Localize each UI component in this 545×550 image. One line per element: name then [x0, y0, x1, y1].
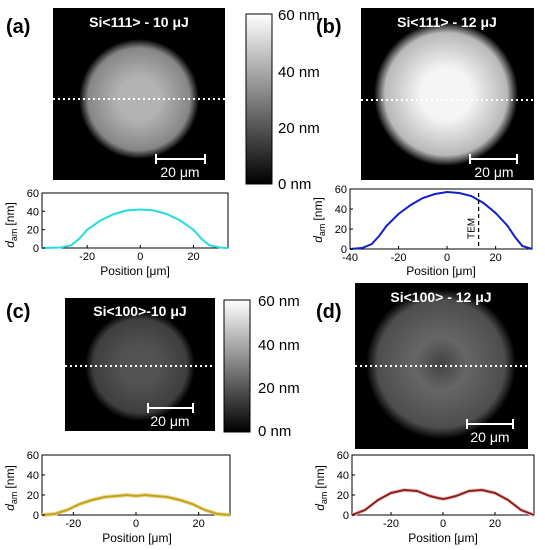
plot-a-xtick-label: 20	[187, 251, 199, 263]
plot-a-ylabel: dam [nm]	[3, 202, 19, 248]
plot-c-xlabel: Position [μm]	[102, 531, 172, 545]
plot-d-ytick-label: 20	[337, 490, 349, 502]
plot-c-ytick-label: 0	[33, 510, 39, 522]
plot-c-ylabel: dam [nm]	[3, 465, 19, 511]
plot-d-xtick-label: 0	[440, 518, 446, 530]
plot-d-xlabel: Position [μm]	[408, 531, 478, 545]
plot-d-ylabel-main: d	[313, 504, 327, 511]
plot-b-series-line	[349, 190, 533, 250]
panel-label-d: (d)	[316, 301, 342, 323]
plot-b-ylabel-unit: [nm]	[311, 197, 325, 220]
plot-b-xtick-label: -40	[342, 252, 358, 264]
plot-c-frame	[41, 454, 231, 516]
plot-a-series-line	[41, 208, 229, 249]
plot-b: TEM -40 -20 0 20 0 20 40 60 Position [μm] dam [n…	[311, 184, 533, 278]
plot-a-ytick-label: 0	[33, 243, 39, 255]
colorbar-bottom-tick-0: 0 nm	[258, 423, 291, 440]
plot-c-ylabel-main: d	[3, 504, 17, 511]
colorbar-bottom-tick-20: 20 nm	[258, 380, 300, 397]
image-d-spot	[366, 289, 516, 439]
plot-c-xtick-label: 20	[193, 518, 205, 530]
colorbar-top-tick-40: 40 nm	[278, 64, 320, 81]
scale-bar-b-label: 20 μm	[474, 164, 513, 180]
plot-d-ytick-label: 60	[337, 450, 349, 462]
plot-d-series-line	[351, 488, 535, 516]
plot-b-xtick-label: 0	[444, 252, 450, 264]
plot-b-ytick-label: 0	[341, 244, 347, 256]
panel-a: (a) Si<111> - 10 μJ 20 μm -20 0 20 0 20 40 60 …	[3, 8, 229, 278]
plot-b-ytick-label: 40	[335, 204, 347, 216]
plot-d-frame	[351, 454, 535, 516]
scale-bar-c-label: 20 μm	[150, 413, 189, 429]
plot-d-ylabel-unit: [nm]	[313, 465, 327, 488]
plot-c-ylabel-sub: am	[9, 492, 19, 505]
plot-b-ytick-label: 60	[335, 184, 347, 196]
plot-c-ytick-label: 40	[27, 470, 39, 482]
plot-c-ylabel-unit: [nm]	[3, 465, 17, 488]
plot-b-xlabel: Position [μm]	[406, 264, 476, 278]
plot-b-ylabel-main: d	[311, 236, 325, 243]
image-d-title: Si<100> - 12 μJ	[390, 289, 491, 305]
plot-b-xtick-label: -20	[391, 252, 407, 264]
plot-b-tem-label: TEM	[467, 218, 478, 239]
colorbar-bottom-gradient	[223, 299, 251, 433]
scale-bar-a-label: 20 μm	[160, 164, 199, 180]
plot-c: -20 0 20 0 20 40 60 Position [μm] dam [nm]	[3, 450, 231, 545]
image-c-title: Si<100>-10 μJ	[93, 303, 186, 319]
panel-d: (d) Si<100> - 12 μJ 20 μm -20 0 20 0 20 40 60 …	[313, 283, 535, 545]
plot-d: -20 0 20 0 20 40 60 Position [μm] dam [nm]	[313, 450, 535, 545]
plot-c-xtick-label: -20	[65, 518, 81, 530]
colorbar-bottom-tick-40: 40 nm	[258, 337, 300, 354]
colorbar-top-gradient	[245, 13, 273, 185]
image-b-spot	[374, 22, 518, 166]
panel-label-a: (a)	[6, 16, 30, 38]
plot-c-ytick-label: 60	[27, 450, 39, 462]
plot-d-ylabel: dam [nm]	[313, 465, 329, 511]
plot-a-xlabel: Position [μm]	[100, 264, 170, 278]
plot-c-error-band	[42, 493, 230, 517]
plot-a-xtick-label: -20	[79, 251, 95, 263]
plot-b-ylabel: dam [nm]	[311, 197, 327, 243]
plot-b-frame	[349, 188, 533, 250]
colorbar-top-tick-60: 60 nm	[278, 7, 320, 24]
plot-d-ylabel-sub: am	[319, 492, 329, 505]
plot-c-xtick-label: 0	[133, 518, 139, 530]
plot-b-xtick-label: 20	[489, 252, 501, 264]
plot-a-frame	[41, 192, 229, 249]
panel-label-b: (b)	[316, 16, 342, 38]
plot-d-xtick-label: -20	[383, 518, 399, 530]
colorbar-top: 60 nm 40 nm 20 nm 0 nm	[245, 7, 320, 193]
image-a-title: Si<111> - 10 μJ	[89, 14, 189, 30]
plot-d-ytick-label: 40	[337, 470, 349, 482]
plot-a-ytick-label: 60	[27, 188, 39, 200]
image-b-title: Si<111> - 12 μJ	[397, 14, 497, 30]
plot-a-xtick-label: 0	[137, 251, 143, 263]
plot-a-ylabel-main: d	[3, 241, 17, 248]
plot-b-ylabel-sub: am	[317, 224, 327, 237]
panel-c: (c) Si<100>-10 μJ 20 μm -20 0 20 0 20 40 60 Po…	[3, 298, 231, 545]
plot-a-ytick-label: 20	[27, 225, 39, 237]
plot-c-ytick-label: 20	[27, 490, 39, 502]
panel-label-c: (c)	[6, 301, 30, 323]
colorbar-bottom: 60 nm 40 nm 20 nm 0 nm	[223, 293, 300, 440]
plot-d-ytick-label: 0	[343, 510, 349, 522]
plot-d-xtick-label: 20	[489, 518, 501, 530]
plot-a-ylabel-unit: [nm]	[3, 202, 17, 225]
colorbar-top-tick-20: 20 nm	[278, 120, 320, 137]
scale-bar-d-label: 20 μm	[470, 429, 509, 445]
colorbar-top-tick-0: 0 nm	[278, 176, 311, 193]
panel-b: (b) Si<111> - 12 μJ 20 μm TEM -40 -20 0 20 0…	[311, 8, 534, 278]
plot-b-ytick-label: 20	[335, 224, 347, 236]
colorbar-bottom-tick-60: 60 nm	[258, 293, 300, 310]
plot-c-series-line	[41, 493, 231, 516]
plot-a-ytick-label: 40	[27, 206, 39, 218]
plot-a: -20 0 20 0 20 40 60 Position [μm] dam [nm]	[3, 188, 229, 278]
plot-a-ylabel-sub: am	[9, 229, 19, 242]
